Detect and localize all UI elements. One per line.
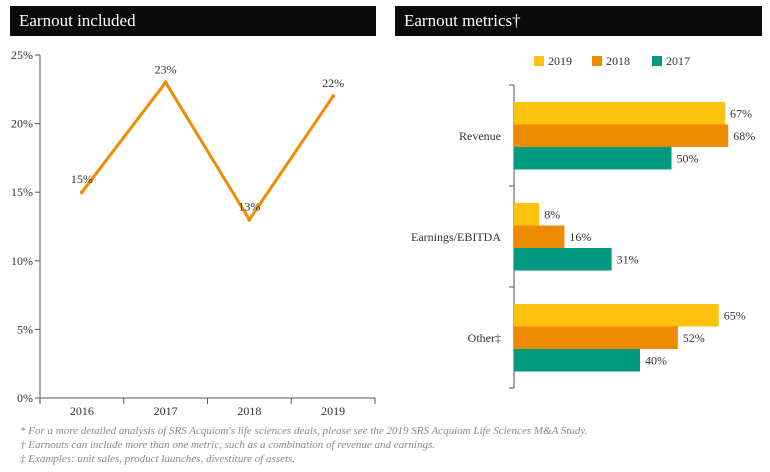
left-chart-title: Earnout included (10, 6, 376, 36)
legend-swatch (652, 56, 662, 66)
bar-label: 67% (730, 106, 752, 120)
data-line (80, 79, 335, 223)
bar (514, 225, 565, 248)
data-label: 22% (322, 76, 344, 90)
category-label: Earnings/EBITDA (411, 230, 501, 244)
footnote: * For a more detailed analysis of SRS Ac… (20, 425, 588, 437)
bar (514, 124, 729, 147)
bar-label: 68% (733, 129, 755, 143)
bar-label: 16% (569, 230, 591, 244)
y-tick-label: 10% (11, 254, 33, 268)
charts: 0% 5% 10% 15% 20% 25% 2016 2017 2018 2019 15% 23% 13… (11, 48, 755, 418)
bar (514, 326, 678, 349)
legend-label: 2019 (548, 54, 572, 68)
legend-label: 2017 (666, 54, 690, 68)
category-label: Other‡ (468, 331, 501, 345)
data-label: 15% (71, 172, 93, 186)
data-label: 13% (238, 200, 260, 214)
y-tick-label: 5% (17, 322, 33, 336)
bar-label: 52% (683, 331, 705, 345)
x-tick-label: 2017 (154, 404, 178, 418)
legend-label: 2018 (606, 54, 630, 68)
category-label: Revenue (459, 129, 501, 143)
footnotes: * For a more detailed analysis of SRS Ac… (20, 424, 587, 466)
x-tick-label: 2019 (321, 404, 345, 418)
legend-swatch (534, 56, 544, 66)
bar-label: 31% (617, 252, 639, 266)
footnote: † Earnouts can include more than one met… (20, 439, 435, 451)
bar-label: 50% (677, 151, 699, 165)
bar-label: 65% (724, 308, 746, 322)
data-point (247, 217, 252, 222)
data-point (79, 190, 84, 195)
bar (514, 102, 726, 125)
x-tick-label: 2016 (70, 404, 94, 418)
bar (514, 147, 672, 170)
y-tick-label: 25% (11, 48, 33, 62)
bar (514, 349, 640, 372)
bar (514, 304, 719, 327)
bar (514, 248, 612, 271)
x-tick-label: 2018 (237, 404, 261, 418)
y-tick-label: 0% (17, 391, 33, 405)
y-tick-label: 15% (11, 185, 33, 199)
footnote: ‡ Examples: unit sales, product launches… (20, 453, 296, 465)
data-label: 23% (155, 62, 177, 76)
bar (514, 203, 540, 226)
data-point (331, 94, 336, 99)
bar-label: 40% (645, 353, 667, 367)
data-point (163, 80, 168, 85)
bar-label: 8% (544, 207, 560, 221)
legend-swatch (592, 56, 602, 66)
right-chart-title: Earnout metrics† (395, 6, 762, 36)
y-tick-label: 20% (11, 117, 33, 131)
